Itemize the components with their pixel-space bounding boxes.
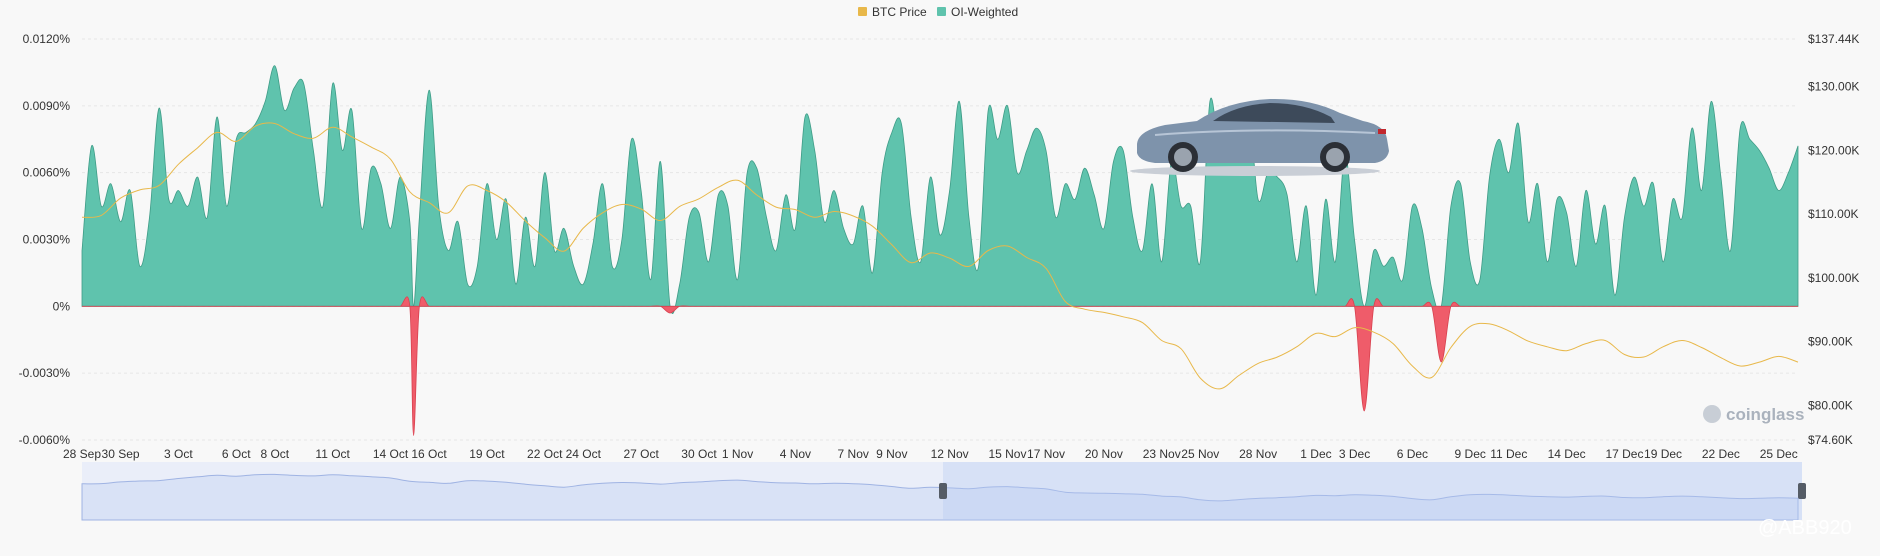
legend-swatch-btc-price [858, 7, 867, 16]
x-tick-label: 19 Oct [469, 447, 505, 461]
oi-weighted-negative-area [82, 296, 1798, 436]
x-tick-label: 28 Nov [1239, 447, 1277, 461]
handle-watermark-text: @ABB920 [1758, 517, 1852, 539]
car-image [1130, 98, 1389, 176]
y-left-tick-label: 0.0090% [23, 99, 71, 113]
coinglass-logo: coinglass [1703, 405, 1804, 424]
y-left-tick-label: -0.0060% [19, 433, 71, 447]
x-tick-label: 11 Dec [1490, 447, 1527, 461]
y-axis-right: $137.44K $130.00K $120.00K $110.00K $100.00K… [1808, 32, 1859, 447]
legend-label-oi-weighted[interactable]: OI-Weighted [951, 5, 1018, 19]
y-left-tick-label: 0% [53, 299, 71, 313]
x-tick-label: 24 Oct [566, 447, 602, 461]
x-tick-label: 14 Oct [373, 447, 409, 461]
range-navigator[interactable] [81, 462, 1806, 521]
legend-label-btc-price[interactable]: BTC Price [872, 5, 927, 19]
coinglass-brand-text: coinglass [1726, 405, 1804, 424]
x-tick-label: 8 Oct [260, 447, 289, 461]
x-tick-label: 9 Nov [876, 447, 907, 461]
x-tick-label: 7 Nov [838, 447, 869, 461]
y-left-tick-label: 0.0060% [23, 166, 71, 180]
car-highlight [1154, 129, 1376, 136]
x-tick-label: 22 Dec [1702, 447, 1740, 461]
y-right-tick-label: $90.00K [1808, 335, 1853, 349]
y-right-tick-label: $74.60K [1808, 433, 1853, 447]
x-tick-label: 22 Oct [527, 447, 563, 461]
x-tick-label: 14 Dec [1548, 447, 1586, 461]
y-right-tick-label: $130.00K [1808, 79, 1859, 93]
x-tick-label: 23 Nov [1143, 447, 1181, 461]
navigator-selected-window[interactable] [943, 462, 1802, 520]
car-windows [1213, 103, 1335, 123]
x-tick-label: 15 Nov [988, 447, 1026, 461]
coinglass-icon [1703, 405, 1721, 423]
x-tick-label: 6 Oct [222, 447, 251, 461]
oi-weighted-positive-area [81, 65, 1799, 314]
btc-price-line [81, 122, 1799, 390]
navigator-left-handle[interactable] [939, 483, 947, 499]
x-tick-label: 25 Nov [1181, 447, 1219, 461]
x-tick-label: 17 Dec [1605, 447, 1643, 461]
x-tick-label: 27 Oct [623, 447, 659, 461]
x-tick-label: 6 Dec [1397, 447, 1428, 461]
y-right-tick-label: $120.00K [1808, 143, 1859, 157]
x-tick-label: 25 Dec [1760, 447, 1798, 461]
x-tick-label: 30 Sep [102, 447, 140, 461]
x-tick-label: 3 Dec [1339, 447, 1370, 461]
y-left-tick-label: 0.0120% [23, 32, 71, 46]
x-tick-label: 28 Sep [63, 447, 101, 461]
x-tick-label: 17 Nov [1027, 447, 1065, 461]
y-right-tick-label: $137.44K [1808, 32, 1859, 46]
car-front-rim [1174, 148, 1192, 166]
x-tick-label: 4 Nov [780, 447, 811, 461]
x-tick-label: 12 Nov [931, 447, 969, 461]
x-tick-label: 19 Dec [1644, 447, 1682, 461]
y-right-tick-label: $100.00K [1808, 271, 1859, 285]
y-left-tick-label: 0.0030% [23, 233, 71, 247]
y-right-tick-label: $110.00K [1808, 207, 1859, 221]
legend[interactable]: BTC Price OI-Weighted [858, 5, 1018, 19]
y-axis-left: 0.0120% 0.0090% 0.0060% 0.0030% 0% -0.0030% -0… [19, 32, 71, 447]
x-tick-label: 16 Oct [411, 447, 447, 461]
x-tick-label: 9 Dec [1455, 447, 1486, 461]
x-tick-label: 1 Nov [722, 447, 753, 461]
navigator-right-handle[interactable] [1798, 483, 1806, 499]
x-tick-label: 30 Oct [681, 447, 717, 461]
car-rear-rim [1326, 148, 1344, 166]
x-tick-label: 3 Oct [164, 447, 193, 461]
x-tick-label: 20 Nov [1085, 447, 1123, 461]
y-right-tick-label: $80.00K [1808, 399, 1853, 413]
x-tick-label: 11 Oct [315, 447, 350, 461]
x-tick-label: 1 Dec [1300, 447, 1331, 461]
handle-watermark: @ABB920 [1758, 517, 1852, 539]
x-axis: 28 Sep 30 Sep 3 Oct 6 Oct 8 Oct 11 Oct 14 Oct 1… [63, 447, 1798, 461]
car-taillight [1378, 129, 1386, 134]
legend-swatch-oi-weighted [937, 7, 946, 16]
y-left-tick-label: -0.0030% [19, 366, 71, 380]
